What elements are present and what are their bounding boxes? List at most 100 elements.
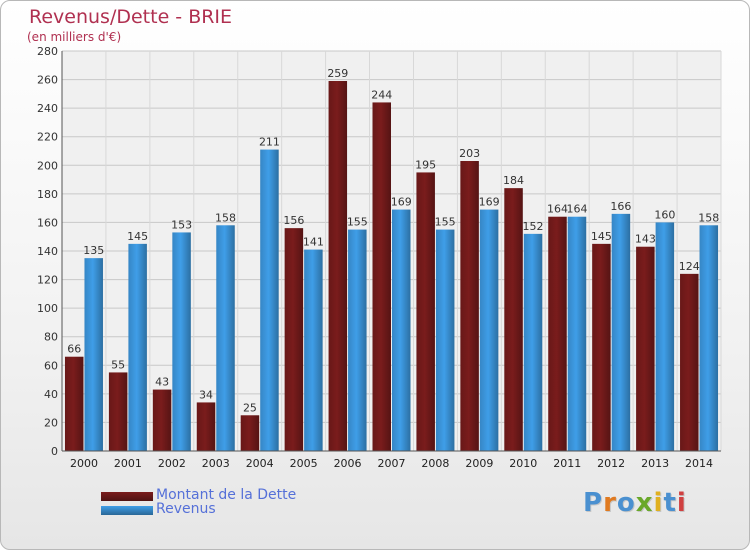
x-tick-label: 2006 <box>334 457 362 470</box>
x-tick-label: 2011 <box>553 457 581 470</box>
bar-dette <box>240 415 260 451</box>
bar-dette <box>328 81 348 451</box>
data-label: 259 <box>327 67 348 80</box>
bar-revenus <box>128 243 147 451</box>
y-tick-label: 260 <box>37 74 58 87</box>
y-tick-label: 280 <box>37 45 58 58</box>
bar-revenus <box>479 209 499 451</box>
bar-dette <box>592 243 611 451</box>
x-tick-label: 2013 <box>641 457 669 470</box>
y-tick-label: 140 <box>37 245 58 258</box>
data-label: 211 <box>259 136 280 149</box>
bar-revenus <box>172 232 191 451</box>
data-label: 55 <box>111 358 125 371</box>
bar-revenus <box>304 249 323 451</box>
x-tick-label: 2001 <box>114 457 142 470</box>
logo-letter: i <box>653 488 664 518</box>
bar-dette <box>196 402 216 451</box>
y-tick-label: 160 <box>37 216 58 229</box>
x-tick-label: 2002 <box>158 457 186 470</box>
y-tick-label: 0 <box>51 445 58 458</box>
bar-dette <box>636 246 655 451</box>
y-tick-label: 200 <box>37 159 58 172</box>
bar-dette <box>460 161 479 451</box>
data-label: 160 <box>654 208 675 221</box>
x-tick-label: 2005 <box>290 457 318 470</box>
bar-dette <box>284 228 304 451</box>
bar-revenus <box>567 216 587 451</box>
logo-letter: r <box>603 488 617 518</box>
bar-dette <box>680 273 699 451</box>
bar-revenus <box>260 149 279 452</box>
bar-revenus <box>216 225 235 451</box>
y-tick-label: 20 <box>44 416 58 429</box>
data-label: 145 <box>127 230 148 243</box>
x-tick-label: 2012 <box>597 457 625 470</box>
data-label: 166 <box>610 200 631 213</box>
legend-label-revenus: Revenus <box>156 501 216 517</box>
data-label: 158 <box>215 211 236 224</box>
bar-dette <box>416 172 435 451</box>
x-tick-label: 2007 <box>378 457 406 470</box>
bar-revenus <box>84 258 103 451</box>
x-tick-label: 2004 <box>246 457 274 470</box>
data-label: 156 <box>283 214 304 227</box>
bar-dette <box>504 188 523 451</box>
bar-revenus <box>611 213 631 451</box>
bar-dette <box>108 372 128 451</box>
data-label: 158 <box>698 211 719 224</box>
data-label: 43 <box>155 376 169 389</box>
data-label: 195 <box>415 158 436 171</box>
chart-subtitle: (en milliers d'€) <box>27 30 122 44</box>
y-tick-label: 80 <box>44 331 58 344</box>
bar-revenus <box>348 229 367 451</box>
data-label: 169 <box>479 196 500 209</box>
logo-letter: o <box>616 488 636 518</box>
y-tick-label: 220 <box>37 131 58 144</box>
logo-letter: t <box>663 488 677 518</box>
y-tick-label: 40 <box>44 388 58 401</box>
data-label: 155 <box>347 216 368 229</box>
data-label: 164 <box>547 203 568 216</box>
data-label: 152 <box>523 220 544 233</box>
bar-revenus <box>699 225 719 451</box>
legend-swatch-revenus <box>101 506 153 515</box>
data-label: 145 <box>591 230 612 243</box>
logo-letter: i <box>676 488 687 518</box>
data-label: 25 <box>243 401 257 414</box>
x-tick-label: 2009 <box>465 457 493 470</box>
x-tick-label: 2008 <box>421 457 449 470</box>
y-tick-label: 180 <box>37 188 58 201</box>
data-label: 155 <box>435 216 456 229</box>
legend-swatch-dette <box>101 492 153 501</box>
data-label: 141 <box>303 236 324 249</box>
data-label: 34 <box>199 388 213 401</box>
proxiti-logo: Proxiti <box>583 488 687 518</box>
y-tick-label: 100 <box>37 302 58 315</box>
bar-revenus <box>435 229 455 451</box>
data-label: 135 <box>83 244 104 257</box>
bar-dette <box>152 389 172 451</box>
bar-dette <box>548 216 567 451</box>
legend-label-dette: Montant de la Dette <box>156 487 297 503</box>
chart-title: Revenus/Dette - BRIE <box>29 6 233 28</box>
data-label: 153 <box>171 218 192 231</box>
data-label: 244 <box>371 88 392 101</box>
bar-dette <box>372 102 391 451</box>
y-tick-label: 60 <box>44 359 58 372</box>
x-tick-label: 2000 <box>70 457 98 470</box>
y-tick-label: 240 <box>37 102 58 115</box>
logo-letter: P <box>583 488 604 518</box>
bar-dette <box>64 356 84 451</box>
data-label: 169 <box>391 196 412 209</box>
data-label: 203 <box>459 147 480 160</box>
bar-revenus <box>655 222 675 451</box>
x-tick-label: 2010 <box>509 457 537 470</box>
data-label: 66 <box>67 343 81 356</box>
bar-revenus <box>392 209 411 451</box>
y-tick-label: 120 <box>37 274 58 287</box>
bar-revenus <box>523 233 543 451</box>
data-label: 143 <box>635 233 656 246</box>
